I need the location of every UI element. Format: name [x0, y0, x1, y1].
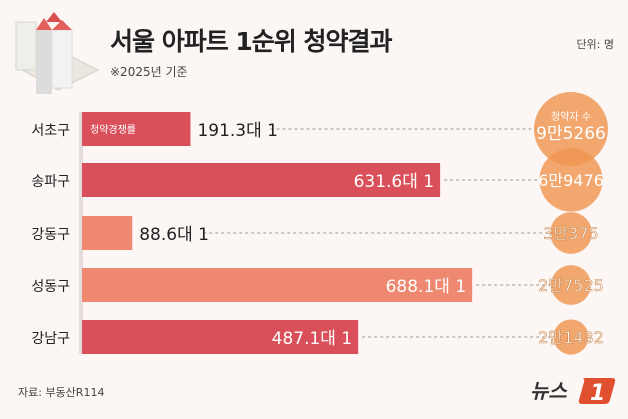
bubble-value-label: 3만375 — [543, 224, 598, 243]
bubble — [539, 148, 603, 212]
bar — [82, 268, 473, 302]
source-label: 자료: 부동산R114 — [18, 386, 105, 399]
category-label: 강남구 — [31, 331, 70, 347]
bubble-value-label: 6만9476 — [538, 171, 604, 190]
series-label-rate: 청약경쟁률 — [90, 123, 136, 136]
apartment-illustration — [13, 12, 100, 94]
category-label: 성동구 — [31, 279, 70, 295]
bar — [82, 320, 359, 354]
chart-subtitle: ※2025년 기준 — [110, 65, 188, 79]
bubble — [551, 265, 591, 305]
bubble-value-label: 2만7525 — [538, 276, 604, 295]
bubble — [534, 92, 608, 166]
axis-line — [79, 112, 83, 354]
bubble-value-label: 2만1432 — [538, 328, 604, 347]
bar — [82, 216, 133, 250]
bubble-value-label: 9만5266 — [536, 124, 606, 144]
bar-value-label: 631.6대 1 — [354, 172, 435, 192]
bubble — [550, 212, 592, 254]
bar-value-label: 487.1대 1 — [272, 329, 353, 349]
category-label: 서초구 — [31, 123, 70, 139]
category-label: 강동구 — [31, 227, 70, 243]
series-label-applicants: 청약자 수 — [551, 111, 591, 123]
news1-logo: 뉴스 1 — [530, 378, 616, 406]
chart-title: 서울 아파트 1순위 청약결과 — [110, 27, 393, 56]
category-label: 송파구 — [31, 174, 70, 190]
svg-text:1: 1 — [590, 381, 605, 406]
bubble — [553, 319, 589, 355]
bar — [82, 112, 191, 146]
bar — [82, 163, 441, 197]
bar-value-label: 688.1대 1 — [386, 277, 467, 297]
unit-label: 단위: 명 — [576, 38, 614, 51]
bar-value-label: 88.6대 1 — [139, 225, 209, 245]
bar-value-label: 191.3대 1 — [197, 121, 278, 141]
svg-text:뉴스: 뉴스 — [530, 379, 568, 403]
